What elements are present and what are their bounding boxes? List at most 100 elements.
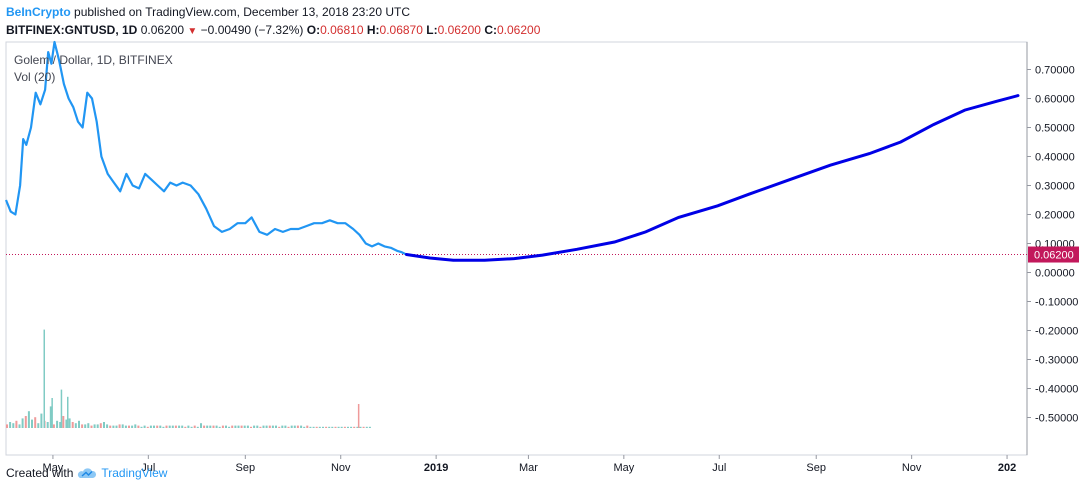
volume-bar xyxy=(221,425,224,428)
volume-bar xyxy=(203,425,206,428)
close-value: 0.06200 xyxy=(496,23,541,37)
x-tick-label: Nov xyxy=(331,462,351,474)
volume-bars xyxy=(6,329,371,428)
y-tick-label: 0.70000 xyxy=(1035,65,1075,77)
volume-bar xyxy=(21,418,24,428)
volume-bar xyxy=(278,426,281,428)
x-tick-label: Sep xyxy=(236,462,256,474)
volume-bar xyxy=(237,425,240,428)
tradingview-cloud-icon xyxy=(78,468,97,478)
volume-bar xyxy=(315,426,318,428)
last-price: 0.06200 xyxy=(140,23,185,37)
open-value: 0.06810 xyxy=(320,23,364,37)
volume-bar xyxy=(178,425,181,428)
x-tick-label: Jul xyxy=(141,462,155,474)
volume-bar xyxy=(362,426,365,428)
volume-spike-bar xyxy=(67,396,69,428)
volume-bar xyxy=(27,411,30,428)
volume-bar xyxy=(262,425,265,428)
volume-bar xyxy=(184,426,187,428)
open-label: O: xyxy=(306,23,321,37)
volume-bar xyxy=(265,425,268,428)
volume-bar xyxy=(90,425,93,428)
volume-bar xyxy=(228,426,231,428)
volume-bar xyxy=(131,425,134,428)
volume-bar xyxy=(353,426,356,428)
volume-bar xyxy=(153,425,155,428)
tradingview-brand[interactable]: TradingView xyxy=(101,466,168,480)
y-tick-label: -0.40000 xyxy=(1035,384,1078,396)
volume-bar xyxy=(284,425,287,428)
footer: Created with TradingView xyxy=(6,465,167,481)
y-tick-label: 0.60000 xyxy=(1035,94,1075,106)
price-change: −0.00490 (−7.32%) xyxy=(200,23,304,37)
volume-bar xyxy=(271,425,274,428)
y-tick-label: 0.40000 xyxy=(1035,152,1075,164)
volume-bar xyxy=(71,422,74,428)
volume-bar xyxy=(340,426,343,428)
volume-bar xyxy=(103,422,105,428)
volume-bar xyxy=(303,426,306,428)
volume-bar xyxy=(134,424,137,428)
volume-bar xyxy=(368,426,371,428)
volume-bar xyxy=(347,426,349,428)
volume-bar xyxy=(171,425,174,428)
volume-bar xyxy=(268,425,271,428)
chart-frame xyxy=(5,41,1028,456)
volume-bar xyxy=(281,425,284,428)
high-value: 0.06870 xyxy=(379,23,423,37)
low-value: 0.06200 xyxy=(437,23,481,37)
y-tick-label: -0.10000 xyxy=(1035,297,1078,309)
volume-bar xyxy=(337,426,340,428)
volume-bar xyxy=(300,425,303,428)
volume-bar xyxy=(250,426,252,428)
x-tick-label: Sep xyxy=(806,462,826,474)
volume-bar xyxy=(168,425,171,428)
volume-bar xyxy=(322,426,324,428)
volume-bar xyxy=(200,423,202,428)
volume-bar xyxy=(343,426,346,428)
volume-bar xyxy=(309,426,312,428)
volume-bar xyxy=(193,425,196,428)
volume-bar xyxy=(306,425,309,428)
volume-bar xyxy=(87,423,90,428)
volume-bar xyxy=(46,422,49,428)
volume-bar xyxy=(68,418,71,428)
volume-bar xyxy=(162,426,165,428)
x-tick-label: 202 xyxy=(998,462,1016,474)
symbol-label: BITFINEX:GNTUSD, 1D xyxy=(6,23,138,37)
volume-bar xyxy=(196,426,199,428)
volume-bar xyxy=(165,425,168,428)
volume-bar xyxy=(256,425,259,428)
volume-bar xyxy=(218,426,221,428)
volume-spike-bar xyxy=(51,398,53,428)
volume-bar xyxy=(159,425,162,428)
volume-indicator-label: Vol (20) xyxy=(14,70,55,84)
volume-bar xyxy=(287,426,290,428)
volume-bar xyxy=(312,426,315,428)
volume-bar xyxy=(121,424,124,428)
volume-bar xyxy=(112,425,115,428)
volume-bar xyxy=(106,424,109,428)
volume-bar xyxy=(225,425,227,428)
x-tick-label: Jul xyxy=(712,462,726,474)
volume-bar xyxy=(18,424,21,428)
volume-bar xyxy=(6,424,8,428)
volume-bar xyxy=(37,423,40,428)
volume-bar xyxy=(62,416,65,428)
volume-bar xyxy=(259,426,262,428)
publish-info: BeInCrypto published on TradingView.com,… xyxy=(6,5,410,20)
volume-bar xyxy=(334,426,337,428)
publisher-name[interactable]: BeInCrypto xyxy=(6,5,71,19)
chart-title: Golem / Dollar, 1D, BITFINEX xyxy=(14,53,173,67)
volume-bar xyxy=(74,423,77,428)
created-with-text: Created with xyxy=(6,466,74,480)
volume-bar xyxy=(212,425,215,428)
y-tick-label: 0.50000 xyxy=(1035,123,1075,135)
volume-bar xyxy=(96,424,99,428)
volume-bar xyxy=(115,425,118,428)
volume-bar xyxy=(174,425,177,428)
volume-bar xyxy=(65,419,68,428)
y-tick-label: -0.20000 xyxy=(1035,326,1078,338)
